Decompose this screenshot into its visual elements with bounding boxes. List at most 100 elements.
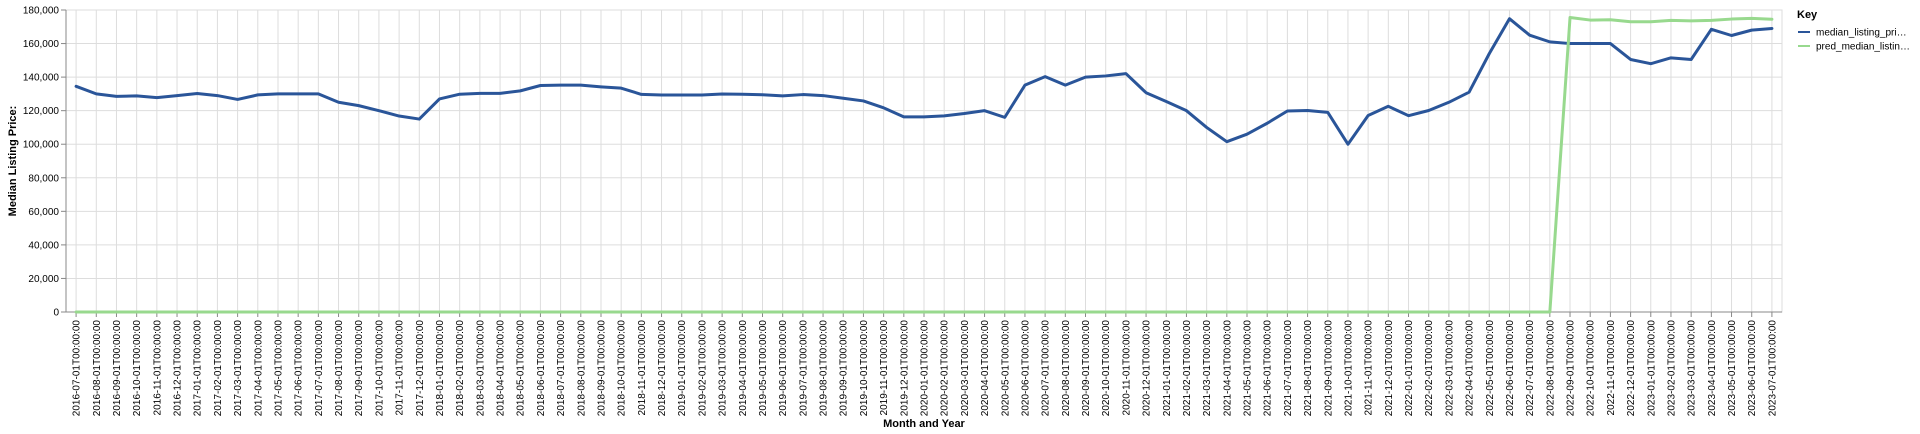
x-tick-label: 2018-02-01T00:00:00 <box>455 320 466 417</box>
x-tick-label: 2021-09-01T00:00:00 <box>1323 320 1334 417</box>
x-tick-label: 2020-04-01T00:00:00 <box>980 320 991 417</box>
x-tick-label: 2019-02-01T00:00:00 <box>697 320 708 417</box>
x-tick-label: 2023-07-01T00:00:00 <box>1767 320 1778 417</box>
y-tick-label: 60,000 <box>28 207 59 218</box>
x-tick-label: 2021-06-01T00:00:00 <box>1263 320 1274 417</box>
x-tick-label: 2020-03-01T00:00:00 <box>960 320 971 417</box>
x-tick-label: 2018-08-01T00:00:00 <box>576 320 587 417</box>
x-tick-label: 2021-08-01T00:00:00 <box>1303 320 1314 417</box>
x-tick-label: 2021-12-01T00:00:00 <box>1384 320 1395 417</box>
x-tick-label: 2021-04-01T00:00:00 <box>1222 320 1233 417</box>
x-tick-label: 2021-01-01T00:00:00 <box>1162 320 1173 417</box>
x-tick-label: 2018-06-01T00:00:00 <box>536 320 547 417</box>
x-tick-label: 2023-02-01T00:00:00 <box>1666 320 1677 417</box>
x-tick-label: 2017-01-01T00:00:00 <box>193 320 204 417</box>
x-tick-label: 2017-04-01T00:00:00 <box>253 320 264 417</box>
x-tick-label: 2020-12-01T00:00:00 <box>1142 320 1153 417</box>
x-tick-label: 2018-10-01T00:00:00 <box>617 320 628 417</box>
x-tick-label: 2018-01-01T00:00:00 <box>435 320 446 417</box>
x-tick-label: 2018-11-01T00:00:00 <box>637 320 648 416</box>
x-tick-label: 2022-06-01T00:00:00 <box>1505 320 1516 417</box>
x-tick-label: 2019-10-01T00:00:00 <box>859 320 870 417</box>
x-tick-label: 2019-11-01T00:00:00 <box>879 320 890 416</box>
x-tick-label: 2019-01-01T00:00:00 <box>677 320 688 417</box>
x-tick-label: 2022-12-01T00:00:00 <box>1626 320 1637 417</box>
x-tick-label: 2021-03-01T00:00:00 <box>1202 320 1213 417</box>
x-tick-label: 2022-04-01T00:00:00 <box>1465 320 1476 417</box>
x-tick-label: 2020-08-01T00:00:00 <box>1061 320 1072 417</box>
x-tick-label: 2016-10-01T00:00:00 <box>132 320 143 417</box>
x-tick-label: 2020-05-01T00:00:00 <box>1000 320 1011 417</box>
x-tick-label: 2019-06-01T00:00:00 <box>778 320 789 417</box>
x-tick-label: 2019-04-01T00:00:00 <box>738 320 749 417</box>
x-tick-label: 2017-03-01T00:00:00 <box>233 320 244 417</box>
x-tick-label: 2016-11-01T00:00:00 <box>152 320 163 416</box>
grid-lines <box>65 9 1783 313</box>
x-tick-label: 2019-03-01T00:00:00 <box>718 320 729 417</box>
x-tick-label: 2022-07-01T00:00:00 <box>1525 320 1536 417</box>
x-tick-label: 2018-04-01T00:00:00 <box>496 320 507 417</box>
legend-title: Key <box>1797 9 1818 21</box>
x-tick-label: 2018-05-01T00:00:00 <box>516 320 527 417</box>
x-tick-label: 2020-11-01T00:00:00 <box>1121 320 1132 416</box>
x-tick-label: 2021-07-01T00:00:00 <box>1283 320 1294 417</box>
x-tick-label: 2023-06-01T00:00:00 <box>1747 320 1758 417</box>
x-tick-label: 2017-02-01T00:00:00 <box>213 320 224 417</box>
x-tick-label: 2020-01-01T00:00:00 <box>920 320 931 417</box>
x-tick-label: 2019-12-01T00:00:00 <box>899 320 910 417</box>
x-tick-label: 2018-07-01T00:00:00 <box>556 320 567 417</box>
y-tick-label: 80,000 <box>28 173 59 184</box>
series-lines <box>74 16 1774 314</box>
x-tick-label: 2019-07-01T00:00:00 <box>798 320 809 417</box>
x-tick-label: 2016-08-01T00:00:00 <box>92 320 103 417</box>
x-tick-label: 2022-08-01T00:00:00 <box>1545 320 1556 417</box>
y-axis: 0 20,000 40,000 60,000 80,000 100,000 120,000 1… <box>23 6 67 319</box>
x-tick-label: 2022-01-01T00:00:00 <box>1404 320 1415 417</box>
series-line-2 <box>74 16 1774 314</box>
x-tick-label: 2023-01-01T00:00:00 <box>1646 320 1657 417</box>
x-tick-label: 2023-03-01T00:00:00 <box>1687 320 1698 417</box>
y-tick-label: 20,000 <box>28 274 59 285</box>
x-tick-label: 2021-10-01T00:00:00 <box>1343 320 1354 417</box>
x-tick-label: 2022-11-01T00:00:00 <box>1606 320 1617 416</box>
legend-label: median_listing_pri… <box>1816 28 1907 39</box>
x-tick-label: 2020-09-01T00:00:00 <box>1081 320 1092 417</box>
x-tick-label: 2016-09-01T00:00:00 <box>112 320 123 417</box>
x-tick-label: 2023-04-01T00:00:00 <box>1707 320 1718 417</box>
x-axis-title: Month and Year <box>883 418 965 430</box>
x-tick-label: 2022-05-01T00:00:00 <box>1485 320 1496 417</box>
y-tick-label: 40,000 <box>28 240 59 251</box>
x-tick-label: 2017-07-01T00:00:00 <box>314 320 325 417</box>
y-axis-title: Median Listing Price: <box>7 106 19 217</box>
series-line-1 <box>74 17 1774 146</box>
x-axis: 2016-07-01T00:00:00 2016-08-01T00:00:00 20… <box>66 311 1782 417</box>
x-tick-label: 2023-05-01T00:00:00 <box>1727 320 1738 417</box>
x-tick-label: 2019-09-01T00:00:00 <box>839 320 850 417</box>
x-tick-label: 2021-02-01T00:00:00 <box>1182 320 1193 417</box>
x-tick-label: 2017-05-01T00:00:00 <box>273 320 284 417</box>
x-tick-label: 2018-09-01T00:00:00 <box>596 320 607 417</box>
x-tick-label: 2017-11-01T00:00:00 <box>395 320 406 416</box>
x-tick-label: 2021-11-01T00:00:00 <box>1364 320 1375 416</box>
x-tick-label: 2020-07-01T00:00:00 <box>1041 320 1052 417</box>
y-tick-label: 160,000 <box>23 39 60 50</box>
y-tick-label: 120,000 <box>23 106 60 117</box>
legend-label: pred_median_listin… <box>1816 42 1910 53</box>
y-tick-label: 100,000 <box>23 140 60 151</box>
x-tick-label: 2022-02-01T00:00:00 <box>1424 320 1435 417</box>
y-tick-label: 180,000 <box>23 6 60 17</box>
x-tick-label: 2022-03-01T00:00:00 <box>1444 320 1455 417</box>
x-tick-label: 2020-02-01T00:00:00 <box>940 320 951 417</box>
x-tick-label: 2017-12-01T00:00:00 <box>415 320 426 417</box>
x-tick-label: 2018-12-01T00:00:00 <box>657 320 668 417</box>
x-tick-label: 2017-06-01T00:00:00 <box>294 320 305 417</box>
x-tick-label: 2020-06-01T00:00:00 <box>1020 320 1031 417</box>
x-tick-label: 2019-08-01T00:00:00 <box>819 320 830 417</box>
x-tick-label: 2017-10-01T00:00:00 <box>374 320 385 417</box>
x-tick-label: 2017-09-01T00:00:00 <box>354 320 365 417</box>
y-tick-label: 140,000 <box>23 73 60 84</box>
x-tick-label: 2020-10-01T00:00:00 <box>1101 320 1112 417</box>
x-tick-label: 2017-08-01T00:00:00 <box>334 320 345 417</box>
y-tick-label: 0 <box>53 308 59 319</box>
